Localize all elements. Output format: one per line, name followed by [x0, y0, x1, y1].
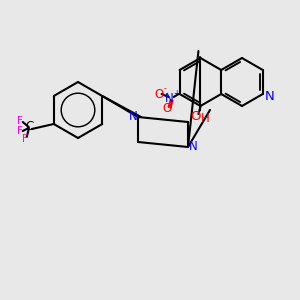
Text: O: O [154, 88, 163, 100]
Text: O: O [190, 110, 201, 122]
Text: C: C [26, 119, 34, 133]
Text: N: N [129, 110, 137, 124]
Text: N: N [189, 140, 197, 154]
Text: F: F [17, 126, 23, 136]
Text: O: O [162, 103, 171, 116]
Text: +: + [173, 89, 180, 98]
Text: -: - [163, 85, 166, 94]
Text: N: N [165, 92, 174, 104]
Text: F: F [17, 116, 23, 126]
Text: N: N [265, 91, 275, 103]
Text: H: H [201, 112, 210, 125]
Text: F: F [22, 134, 28, 144]
